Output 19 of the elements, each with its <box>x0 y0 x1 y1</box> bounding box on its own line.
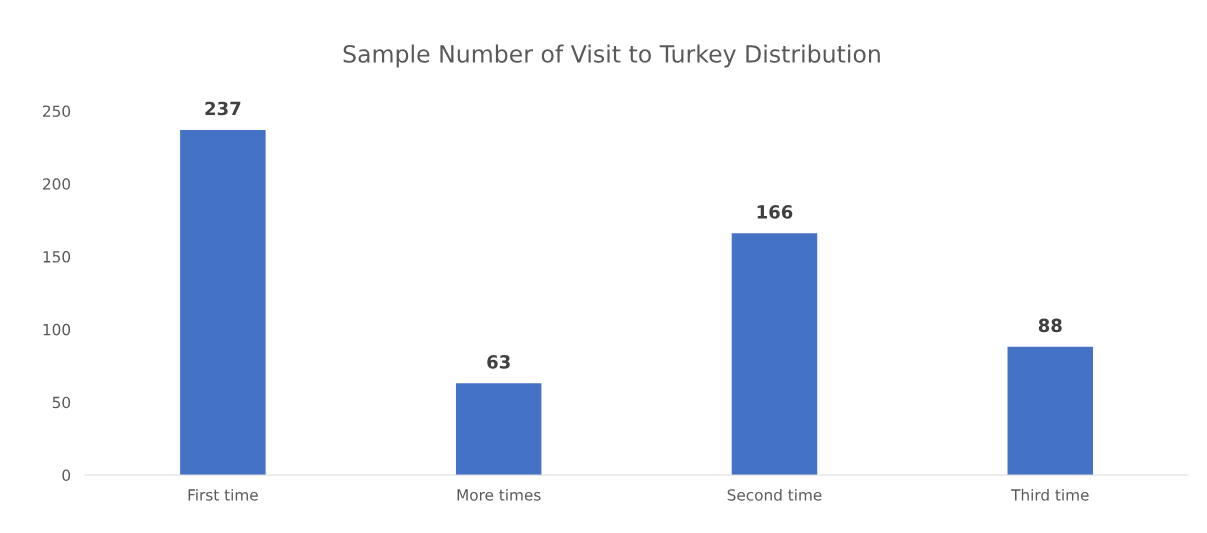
x-tick-label: First time <box>188 488 258 501</box>
bar <box>455 383 542 476</box>
chart-title: Sample Number of Visit to Turkey Distribution <box>343 44 880 68</box>
bar <box>1007 346 1094 476</box>
data-label: 63 <box>487 355 510 369</box>
data-label: 237 <box>205 101 241 116</box>
y-tick-label: 150 <box>43 251 71 263</box>
y-tick-label: 200 <box>43 178 71 190</box>
y-tick-label: 0 <box>62 469 71 482</box>
x-tick-label: Third time <box>1011 488 1089 501</box>
y-tick-label: 250 <box>43 105 71 117</box>
data-label: 88 <box>1038 318 1062 333</box>
bar <box>731 233 818 476</box>
y-tick-label: 100 <box>43 323 71 336</box>
bar <box>180 129 266 476</box>
y-tick-label: 50 <box>52 396 71 409</box>
data-label: 166 <box>757 205 793 219</box>
x-tick-label: More times <box>457 488 541 501</box>
x-tick-label: Second time <box>727 488 822 501</box>
